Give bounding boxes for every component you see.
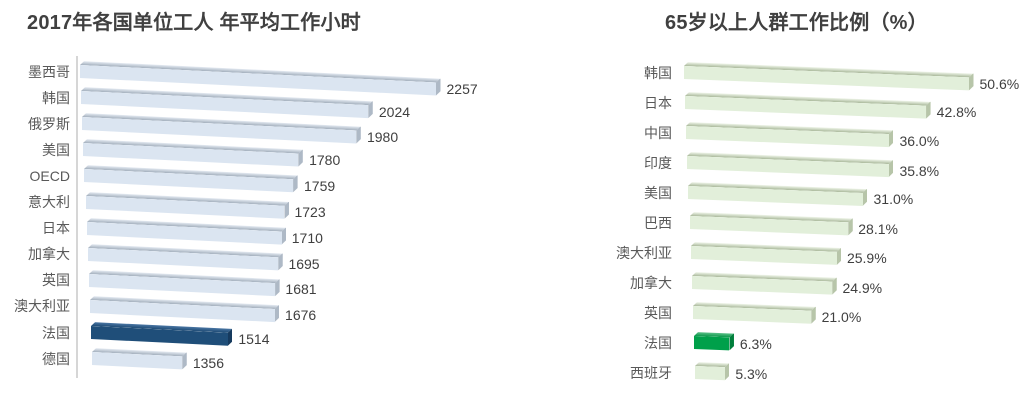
bar [82, 117, 357, 144]
value-label: 50.6% [979, 75, 1020, 92]
category-label: OECD [29, 167, 70, 184]
value-label: 5.3% [735, 365, 768, 382]
category-label: 英国 [42, 272, 70, 289]
category-label: 法国 [644, 334, 672, 351]
value-label: 36.0% [899, 132, 940, 149]
category-label: 加拿大 [28, 246, 70, 263]
value-label: 31.0% [873, 191, 914, 208]
bar [691, 276, 832, 295]
chart-annual-working-hours: 2017年各国单位工人 年平均工作小时 墨西哥 2257 韩国 2024 俄罗斯 1980… [0, 0, 515, 401]
category-label: 法国 [42, 324, 70, 341]
category-label: 巴西 [644, 214, 672, 231]
chart-elderly-employment-rate: 65岁以上人群工作比例（%） 韩国 50.6% 日本 42.8% 中国 36.0% 印度 35… [516, 0, 1031, 401]
chart-title: 65岁以上人群工作比例（%） [665, 12, 928, 34]
bar [689, 216, 848, 236]
value-label: 1356 [192, 355, 224, 372]
chart-title: 2017年各国单位工人 年平均工作小时 [27, 12, 361, 34]
category-label: 意大利 [28, 194, 70, 210]
category-label: 加拿大 [630, 274, 672, 291]
value-label: 6.3% [739, 335, 772, 352]
bar [688, 186, 863, 206]
category-label: 日本 [42, 220, 70, 237]
category-label: 澳大利亚 [616, 244, 672, 261]
value-label: 24.9% [842, 280, 883, 297]
bar [84, 169, 294, 193]
category-label: 韩国 [644, 64, 672, 81]
value-label: 1676 [285, 307, 317, 324]
bar [695, 366, 725, 381]
category-label: 德国 [42, 350, 70, 367]
bar [690, 246, 837, 265]
category-label: 美国 [42, 141, 70, 158]
category-axis-line [76, 56, 78, 378]
category-label: 韩国 [42, 89, 70, 106]
bar [86, 221, 282, 245]
value-label: 42.8% [936, 104, 977, 121]
category-label: 中国 [644, 124, 672, 141]
bar [85, 195, 284, 219]
value-label: 1980 [366, 129, 399, 146]
category-label: 西班牙 [630, 364, 672, 381]
bar [87, 247, 278, 271]
bars-area: 韩国 50.6% 日本 42.8% 中国 36.0% 印度 35.8% 美国 31.0% 巴西 28.… [516, 0, 1031, 401]
value-label: 1681 [285, 281, 317, 298]
category-label: 墨西哥 [28, 63, 70, 80]
bar [686, 126, 889, 148]
bar [692, 306, 812, 324]
value-label: 2257 [446, 80, 478, 97]
value-label: 1780 [309, 152, 341, 169]
value-label: 1710 [291, 229, 323, 246]
value-label: 35.8% [899, 162, 940, 179]
bar [89, 299, 275, 322]
value-label: 28.1% [858, 220, 898, 237]
value-label: 25.9% [846, 250, 887, 267]
value-label: 1514 [238, 331, 270, 348]
bar [684, 66, 969, 91]
value-label: 1695 [288, 255, 320, 272]
value-label: 1759 [304, 178, 336, 195]
value-label: 2024 [378, 103, 411, 120]
category-label: 俄罗斯 [28, 115, 70, 132]
bar [687, 156, 889, 178]
value-label: 1723 [294, 203, 326, 220]
bar [92, 352, 183, 370]
bar [88, 273, 275, 296]
category-label: 印度 [644, 154, 672, 171]
bar [81, 91, 369, 119]
value-label: 21.0% [821, 309, 862, 326]
bar [83, 143, 299, 167]
bar-highlighted [693, 336, 730, 351]
bars-area: 墨西哥 2257 韩国 2024 俄罗斯 1980 美国 1780 OECD 1759 意大利 172… [0, 0, 515, 401]
category-label: 日本 [644, 94, 672, 111]
category-label: 美国 [644, 184, 672, 201]
bar [685, 96, 927, 119]
category-label: 澳大利亚 [14, 298, 70, 315]
bar-highlighted [91, 326, 228, 346]
category-label: 英国 [644, 304, 672, 321]
